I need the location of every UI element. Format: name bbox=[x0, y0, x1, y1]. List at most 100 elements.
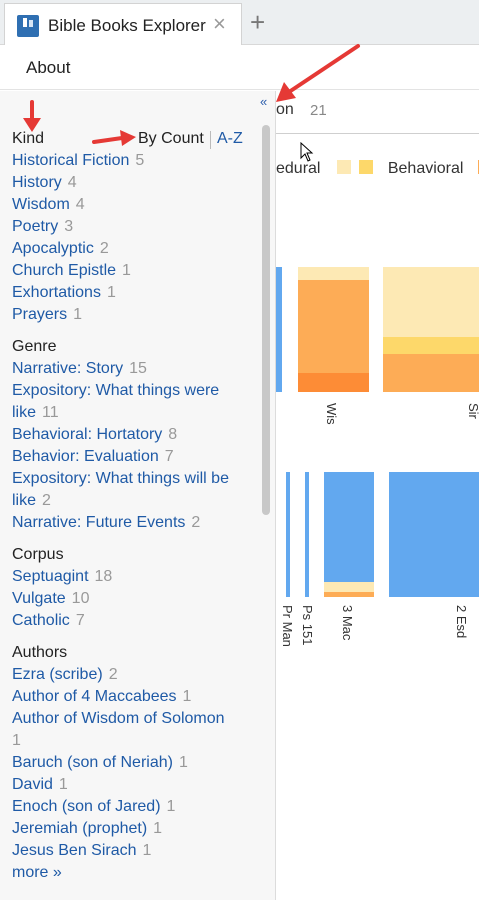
item-count: 1 bbox=[106, 284, 116, 301]
author-item[interactable]: Author of Wisdom of Solomon bbox=[12, 710, 225, 728]
chart-bar[interactable] bbox=[383, 337, 479, 354]
item-label: Narrative: Future Events bbox=[12, 514, 186, 531]
chart-bar[interactable] bbox=[298, 267, 369, 280]
genre-item[interactable]: Expository: What things were bbox=[12, 382, 219, 400]
mouse-cursor-icon bbox=[300, 142, 314, 162]
corpus-item[interactable]: Septuagint 18 bbox=[12, 568, 112, 586]
item-label: Behavioral: Hortatory bbox=[12, 426, 163, 443]
add-tab-icon[interactable]: + bbox=[250, 7, 266, 37]
item-count: 1 bbox=[122, 262, 131, 279]
item-count: 1 bbox=[182, 688, 192, 705]
bar-label-pr-man: Pr Man bbox=[280, 605, 295, 647]
close-icon[interactable]: × bbox=[213, 11, 226, 36]
item-count: 18 bbox=[94, 568, 113, 585]
item-count: 2 bbox=[191, 514, 201, 531]
item-label: like bbox=[12, 492, 37, 509]
item-label: Prayers bbox=[12, 306, 68, 323]
bar-label-ps-151: Ps 151 bbox=[300, 605, 315, 646]
author-item[interactable]: Baruch (son of Neriah) 1 bbox=[12, 754, 188, 772]
item-label: Vulgate bbox=[12, 590, 66, 607]
chart-bar[interactable] bbox=[286, 472, 290, 597]
chart-bar[interactable] bbox=[324, 592, 374, 597]
annotation-arrow-icon bbox=[276, 44, 360, 102]
kind-item[interactable]: Apocalyptic 2 bbox=[12, 240, 109, 258]
author-item[interactable]: Author of 4 Maccabees 1 bbox=[12, 688, 191, 706]
section-title-authors: Authors bbox=[12, 644, 68, 661]
author-item[interactable]: David 1 bbox=[12, 776, 68, 794]
author-item[interactable]: Ezra (scribe) 2 bbox=[12, 666, 118, 684]
item-count: 7 bbox=[164, 448, 174, 465]
author-item[interactable]: Jeremiah (prophet) 1 bbox=[12, 820, 162, 838]
genre-item-continued[interactable]: like 11 bbox=[12, 404, 59, 422]
kind-item[interactable]: Church Epistle 1 bbox=[12, 262, 131, 280]
tab-bible-books-explorer[interactable]: Bible Books Explorer × bbox=[4, 3, 242, 45]
tab-title: Bible Books Explorer bbox=[48, 16, 206, 35]
author-item[interactable]: Jesus Ben Sirach 1 bbox=[12, 842, 151, 860]
kind-item[interactable]: Poetry 3 bbox=[12, 218, 73, 236]
background-view: on 21 edural Behavioral Wis Sir Pr Man P… bbox=[270, 91, 479, 900]
sort-a-z[interactable]: A-Z bbox=[217, 130, 243, 147]
genre-item[interactable]: Narrative: Story 15 bbox=[12, 360, 147, 378]
item-label: Expository: What things will be bbox=[12, 470, 229, 487]
item-label: Author of Wisdom of Solomon bbox=[12, 710, 225, 727]
chart-bar[interactable] bbox=[389, 472, 479, 597]
item-label: Ezra (scribe) bbox=[12, 666, 103, 683]
genre-item[interactable]: Behavioral: Hortatory 8 bbox=[12, 426, 177, 444]
item-count: 8 bbox=[168, 426, 178, 443]
chart-bar[interactable] bbox=[383, 267, 479, 337]
kind-item[interactable]: Prayers 1 bbox=[12, 306, 82, 324]
item-count: 2 bbox=[108, 666, 118, 683]
kind-item[interactable]: Wisdom 4 bbox=[12, 196, 85, 214]
genre-item-continued[interactable]: like 2 bbox=[12, 492, 51, 510]
chart-bar[interactable] bbox=[324, 582, 374, 592]
annotation-arrow-icon bbox=[23, 100, 41, 132]
kind-item[interactable]: Historical Fiction 5 bbox=[12, 152, 144, 170]
item-label: David bbox=[12, 776, 53, 793]
item-count: 1 bbox=[12, 732, 21, 749]
genre-item[interactable]: Behavior: Evaluation 7 bbox=[12, 448, 174, 466]
chart-bar[interactable] bbox=[276, 267, 282, 392]
chart-bar[interactable] bbox=[305, 472, 309, 597]
item-label: Baruch (son of Neriah) bbox=[12, 754, 173, 771]
item-label: Author of 4 Maccabees bbox=[12, 688, 177, 705]
legend-swatch-yellow bbox=[359, 160, 374, 174]
menu-about[interactable]: About bbox=[26, 58, 71, 77]
chart-bar[interactable] bbox=[383, 354, 479, 392]
genre-item[interactable]: Narrative: Future Events 2 bbox=[12, 514, 200, 532]
legend-procedural-label: edural bbox=[276, 160, 321, 177]
bar-label-wis: Wis bbox=[324, 403, 339, 425]
item-label: Poetry bbox=[12, 218, 59, 235]
bg-tab-label[interactable]: on bbox=[276, 101, 294, 118]
chart-bar[interactable] bbox=[298, 280, 369, 373]
sort-by-count[interactable]: By Count bbox=[138, 130, 204, 147]
kind-item[interactable]: History 4 bbox=[12, 174, 77, 192]
item-count: 7 bbox=[75, 612, 85, 629]
item-count: 3 bbox=[64, 218, 74, 235]
item-label: Church Epistle bbox=[12, 262, 117, 279]
item-count: 5 bbox=[135, 152, 145, 169]
section-title-genre: Genre bbox=[12, 338, 57, 355]
item-label: Jesus Ben Sirach bbox=[12, 842, 137, 859]
more-authors-link[interactable]: more » bbox=[12, 864, 62, 881]
kind-item[interactable]: Exhortations 1 bbox=[12, 284, 116, 302]
item-label: Catholic bbox=[12, 612, 70, 629]
panel-scrollbar[interactable] bbox=[262, 125, 270, 515]
chart-bar[interactable] bbox=[324, 472, 374, 582]
corpus-item[interactable]: Vulgate 10 bbox=[12, 590, 89, 608]
bar-label-2-esd: 2 Esd bbox=[454, 605, 469, 639]
item-label: Narrative: Story bbox=[12, 360, 124, 377]
item-count: 1 bbox=[58, 776, 68, 793]
item-count: 1 bbox=[178, 754, 188, 771]
item-label: Behavior: Evaluation bbox=[12, 448, 159, 465]
genre-item[interactable]: Expository: What things will be bbox=[12, 470, 229, 488]
bar-label-3-mac: 3 Mac bbox=[340, 605, 355, 641]
chart-bar[interactable] bbox=[298, 373, 369, 392]
filter-panel bbox=[0, 91, 276, 900]
collapse-panel-icon[interactable]: « bbox=[260, 94, 268, 109]
item-label: like bbox=[12, 404, 37, 421]
author-item[interactable]: Enoch (son of Jared) 1 bbox=[12, 798, 175, 816]
section-title-kind: Kind bbox=[12, 130, 45, 147]
corpus-item[interactable]: Catholic 7 bbox=[12, 612, 85, 630]
item-count: 10 bbox=[71, 590, 90, 607]
item-count: 11 bbox=[42, 404, 59, 421]
